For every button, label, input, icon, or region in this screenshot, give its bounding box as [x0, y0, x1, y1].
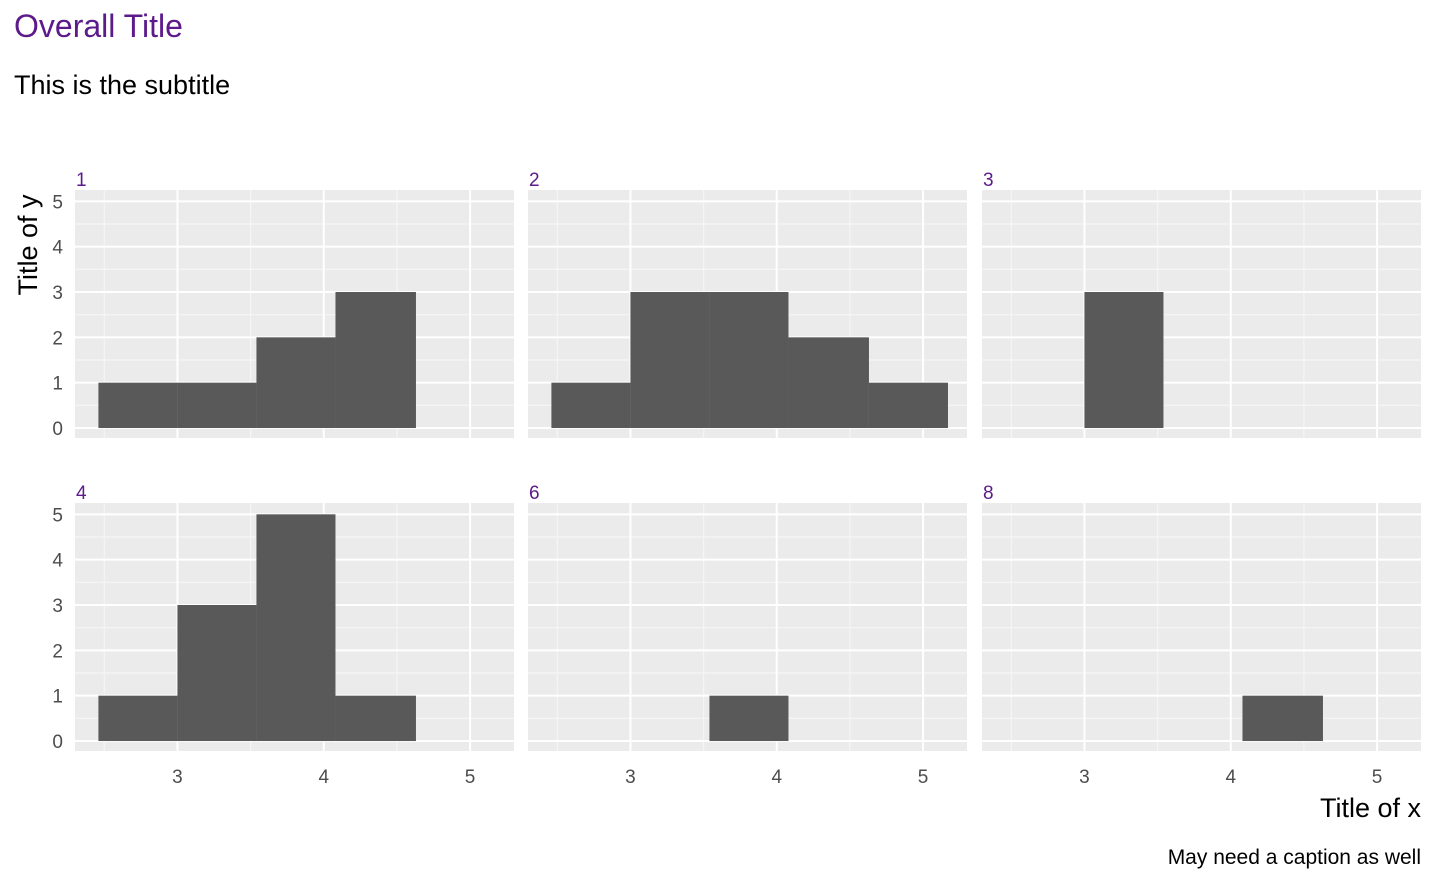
- facet-strip-label: 1: [76, 170, 87, 191]
- histogram-bar: [335, 292, 416, 429]
- x-tick-label: 4: [1225, 767, 1236, 788]
- panel-background: [982, 503, 1421, 751]
- x-tick-label: 4: [771, 767, 782, 788]
- y-tick-label: 2: [52, 641, 63, 662]
- facet-strip-label: 3: [983, 170, 994, 191]
- facet-panel-8: 8 3 4 5: [982, 483, 1421, 788]
- histogram-bar: [551, 382, 631, 429]
- facet-panel-6: 6 3 4 5: [528, 483, 967, 788]
- chart-title: Overall Title: [14, 8, 183, 44]
- histogram-bar: [177, 605, 257, 742]
- y-tick-label: 5: [52, 505, 63, 526]
- x-tick-label: 5: [918, 767, 929, 788]
- chart-subtitle: This is the subtitle: [14, 70, 231, 100]
- histogram-bar: [868, 382, 948, 429]
- panel-background: [982, 190, 1421, 438]
- x-tick-label: 5: [465, 767, 476, 788]
- histogram-bar: [98, 382, 178, 429]
- facet-strip-label: 6: [529, 483, 540, 504]
- y-tick-label: 3: [52, 596, 63, 617]
- histogram-bar: [630, 292, 710, 429]
- y-tick-label: 4: [52, 551, 63, 572]
- y-tick-label: 1: [52, 374, 63, 395]
- facet-strip-label: 2: [529, 170, 540, 191]
- histogram-bar: [1084, 292, 1164, 429]
- histogram-bar: [335, 695, 416, 742]
- y-tick-label: 0: [52, 732, 63, 753]
- histogram-bar: [256, 514, 336, 742]
- histogram-bar: [709, 695, 789, 742]
- y-tick-label: 5: [52, 192, 63, 213]
- x-tick-label: 4: [318, 767, 329, 788]
- facet-panel-3: 3: [982, 170, 1421, 438]
- histogram-bar: [98, 695, 178, 742]
- histogram-bar: [256, 337, 336, 429]
- x-tick-label: 3: [625, 767, 636, 788]
- facet-panel-2: 2: [528, 170, 967, 438]
- facet-panel-1: 1 0 1 2 3 4 5: [52, 170, 514, 440]
- facet-strip-label: 8: [983, 483, 994, 504]
- facet-strip-label: 4: [76, 483, 87, 504]
- histogram-bar: [709, 292, 789, 429]
- y-tick-label: 2: [52, 328, 63, 349]
- histogram-bar: [177, 382, 257, 429]
- y-tick-label: 1: [52, 687, 63, 708]
- y-tick-label: 3: [52, 283, 63, 304]
- histogram-bar: [788, 337, 869, 429]
- chart-caption: May need a caption as well: [1167, 846, 1421, 869]
- y-axis-title: Title of y: [13, 194, 43, 296]
- x-tick-label: 5: [1372, 767, 1383, 788]
- x-tick-label: 3: [1079, 767, 1090, 788]
- histogram-bar: [1242, 695, 1323, 742]
- x-axis-title: Title of x: [1320, 793, 1422, 823]
- x-tick-label: 3: [172, 767, 183, 788]
- y-tick-label: 4: [52, 238, 63, 259]
- y-tick-label: 0: [52, 419, 63, 440]
